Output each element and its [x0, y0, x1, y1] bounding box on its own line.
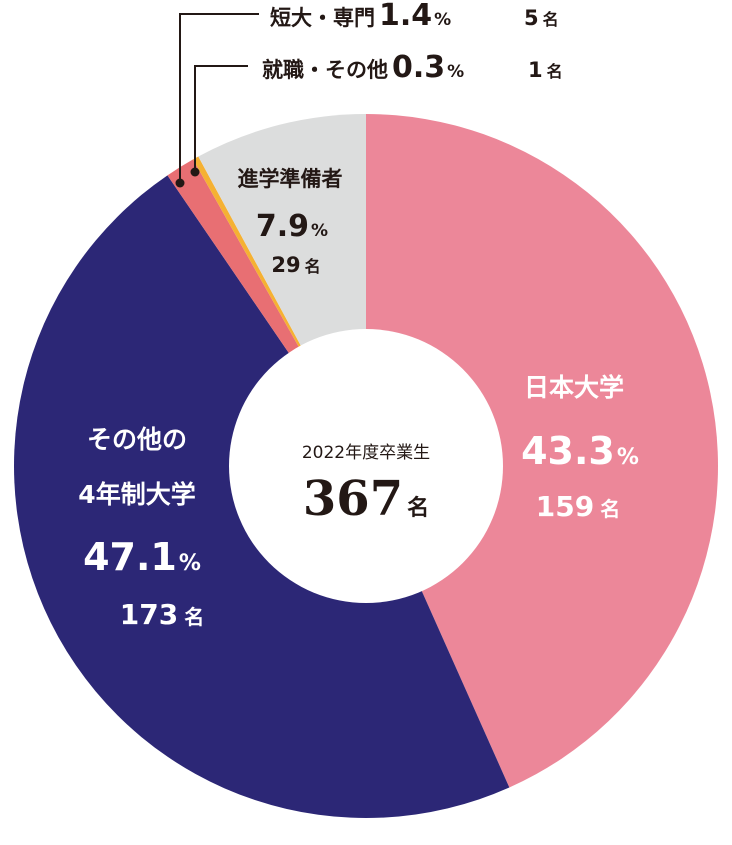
callout-percent-symbol: %	[434, 10, 451, 30]
callout-text: 就職・その他 0.3%	[262, 50, 464, 85]
slice-name-line-1: その他の	[87, 425, 187, 454]
slice-name: 日本大学	[524, 373, 624, 402]
leader-line	[179, 13, 259, 183]
pie-slice-0	[366, 114, 719, 788]
callout-text: 短大・専門 1.4%	[270, 0, 451, 33]
callout-name: 短大・専門	[270, 6, 375, 30]
callout-percent-value: 0.3	[392, 50, 445, 85]
slice-percent-symbol: %	[179, 551, 201, 576]
slice-percent: 47.1%	[83, 535, 201, 579]
slice-name: 進学準備者	[238, 167, 343, 191]
leader-dot	[190, 167, 200, 177]
slice-label-nihon-univ: 日本大学 43.3% 159 名	[521, 373, 639, 523]
slice-label-prep: 進学準備者 7.9% 29 名	[238, 167, 343, 277]
center-total: 367 名	[303, 471, 429, 527]
center-total-number: 367	[303, 471, 403, 527]
slice-name-line-2: 4年制大学	[78, 480, 195, 509]
center-title: 2022年度卒業生	[302, 443, 430, 463]
center-total-unit: 名	[407, 495, 429, 521]
slice-count: 29 名	[271, 253, 320, 277]
slice-percent: 7.9%	[256, 209, 328, 244]
callout-count-value: 5	[524, 6, 539, 30]
slice-percent-value: 43.3	[521, 429, 615, 473]
leader-line	[194, 65, 248, 172]
callout-percent-symbol: %	[447, 62, 464, 82]
slice-label-other-univ: その他の 4年制大学 47.1% 173 名	[78, 425, 204, 631]
slice-percent-value: 7.9	[256, 209, 309, 244]
callout-count-unit: 名	[543, 10, 559, 29]
slice-count-unit: 名	[184, 605, 204, 629]
slice-percent-symbol: %	[617, 445, 639, 470]
slice-count: 159 名	[536, 490, 620, 523]
slice-percent-value: 47.1	[83, 535, 177, 579]
callout-percent-value: 1.4	[379, 0, 432, 33]
slice-percent: 43.3%	[521, 429, 639, 473]
slice-count-value: 173	[120, 598, 178, 631]
slice-count-value: 29	[271, 253, 300, 277]
slice-count-unit: 名	[600, 497, 620, 521]
callout-count-unit: 名	[547, 62, 563, 81]
slice-count: 173 名	[120, 598, 204, 631]
slice-count-value: 159	[536, 490, 594, 523]
slice-percent-symbol: %	[311, 221, 328, 241]
callout-count-value: 1	[528, 58, 543, 82]
slice-count-unit: 名	[305, 257, 321, 276]
center-hole	[229, 329, 503, 603]
leader-dot	[175, 178, 185, 188]
callout-name: 就職・その他	[262, 58, 388, 82]
